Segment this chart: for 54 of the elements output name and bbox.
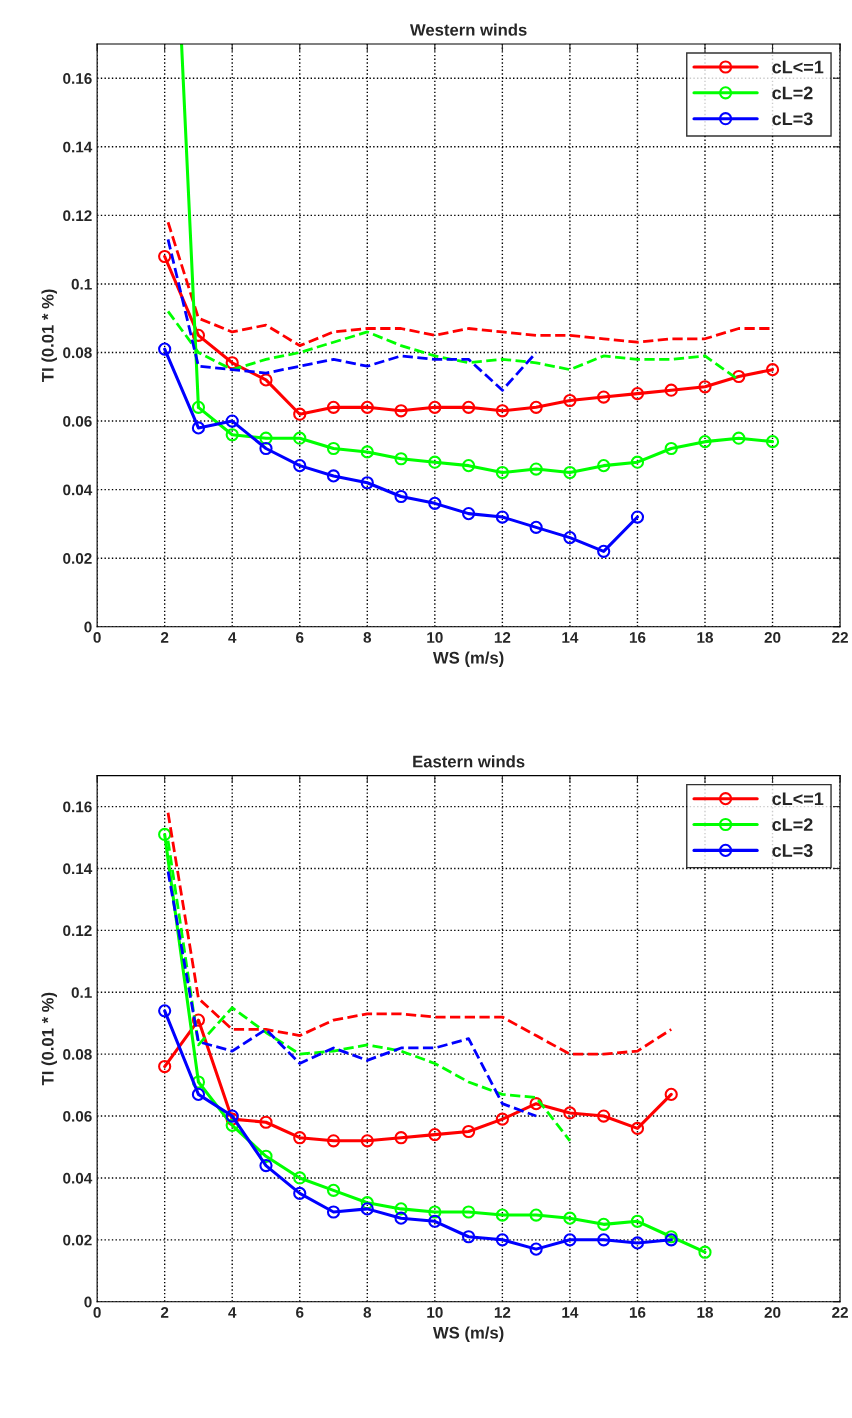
y-tick-label: 0.02 [63,553,92,564]
legend-label: cL=2 [772,818,813,832]
legend-label: cL=3 [772,844,813,857]
x-tick-label: 0 [93,632,101,643]
x-axis-title: WS (m/s) [432,651,504,667]
x-tick-label: 16 [629,632,646,643]
y-tick-label: 0.08 [63,347,92,359]
y-tick-label: 0.08 [63,1049,92,1060]
x-tick-label: 16 [629,1306,646,1318]
x-tick-label: 12 [494,1306,511,1318]
y-tick-label: 0.06 [63,1110,92,1122]
legend-label: cL=2 [772,86,813,100]
y-tick-label: 0.12 [63,925,92,937]
y-tick-label: 0.06 [63,415,92,427]
y-tick-label: 0.1 [71,987,92,998]
x-tick-label: 2 [160,632,169,643]
x-tick-label: 10 [427,632,443,643]
x-tick-label: 6 [296,632,304,643]
x-tick-label: 22 [832,1306,848,1318]
x-tick-label: 4 [228,1307,237,1318]
x-tick-label: 12 [494,632,511,643]
y-tick-label: 0.14 [63,863,93,875]
y-tick-label: 0 [84,1296,92,1308]
y-tick-label: 0.14 [63,141,93,153]
y-tick-label: 0.1 [71,278,92,290]
x-tick-label: 10 [427,1306,443,1318]
y-tick-label: 0.16 [63,801,92,813]
x-tick-label: 8 [363,1306,372,1318]
x-tick-label: 20 [764,1306,781,1318]
y-tick-label: 0.16 [63,73,92,84]
y-tick-label: 0.12 [63,210,92,222]
x-tick-label: 6 [296,1306,304,1318]
chart-title: Western winds [409,23,527,36]
x-tick-label: 14 [562,632,579,643]
x-tick-label: 18 [697,632,714,643]
x-tick-label: 20 [764,632,781,643]
y-tick-label: 0.04 [63,484,93,496]
x-tick-label: 14 [562,1307,579,1318]
chart-title: Eastern winds [413,755,525,768]
y-tick-label: 0.04 [63,1172,93,1184]
legend-label: cL=3 [772,112,813,126]
x-tick-label: 4 [228,632,237,643]
x-tick-label: 22 [832,632,848,643]
legend-label: cL<=1 [772,792,824,806]
x-tick-label: 18 [697,1306,714,1318]
legend-label: cL<=1 [772,60,824,74]
x-tick-label: 0 [93,1306,101,1318]
y-tick-label: 0 [84,621,92,633]
y-axis-title: TI (0.01 * %) [41,992,57,1086]
y-axis-title: TI (0.01 * %) [41,289,57,382]
x-axis-title: WS (m/s) [432,1326,504,1342]
y-tick-label: 0.02 [63,1234,92,1246]
x-tick-label: 8 [363,632,372,643]
x-tick-label: 2 [160,1306,169,1318]
